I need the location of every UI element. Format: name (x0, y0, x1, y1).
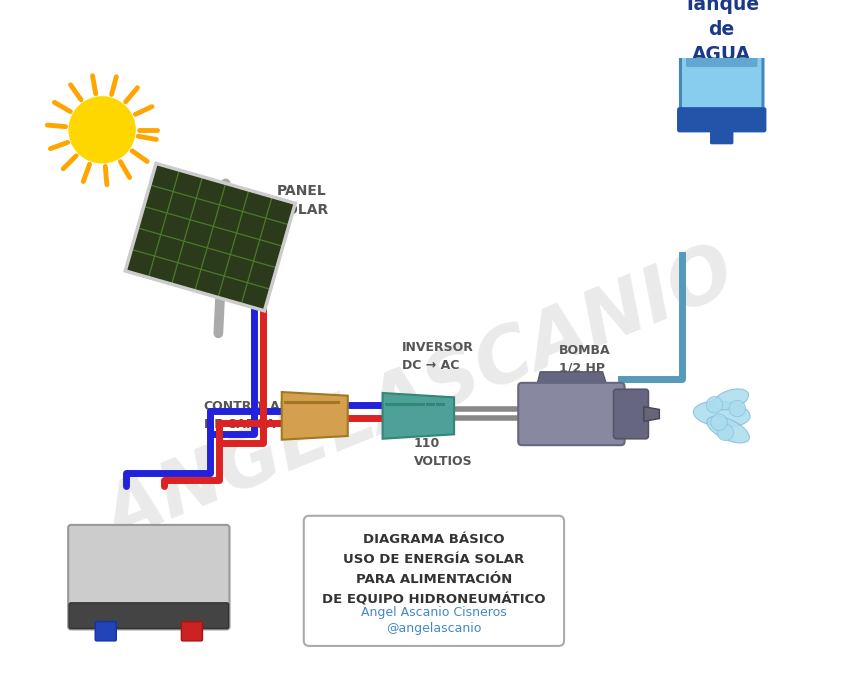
Text: 110
VOLTIOS: 110 VOLTIOS (413, 437, 472, 468)
FancyBboxPatch shape (304, 516, 564, 646)
Polygon shape (644, 407, 659, 421)
Ellipse shape (693, 401, 750, 427)
Ellipse shape (707, 416, 749, 443)
Circle shape (69, 97, 135, 163)
FancyBboxPatch shape (69, 603, 229, 629)
Text: Tanque
de
AGUA: Tanque de AGUA (683, 0, 759, 64)
FancyBboxPatch shape (68, 525, 230, 629)
Circle shape (711, 414, 728, 430)
FancyBboxPatch shape (181, 622, 203, 641)
Text: ANGELASCANIO: ANGELASCANIO (95, 237, 746, 558)
Circle shape (706, 397, 722, 413)
FancyBboxPatch shape (677, 108, 765, 132)
Text: @angelascanio: @angelascanio (387, 622, 482, 635)
FancyBboxPatch shape (711, 125, 733, 144)
Polygon shape (382, 393, 454, 439)
Polygon shape (125, 163, 295, 311)
FancyBboxPatch shape (681, 0, 763, 118)
Text: DE EQUIPO HIDRONEUMÁTICO: DE EQUIPO HIDRONEUMÁTICO (322, 594, 545, 607)
Text: PARA ALIMENTACIÓN: PARA ALIMENTACIÓN (356, 573, 512, 587)
Text: USO DE ENERGÍA SOLAR: USO DE ENERGÍA SOLAR (343, 553, 525, 566)
Circle shape (717, 424, 734, 440)
Polygon shape (281, 392, 348, 440)
FancyBboxPatch shape (519, 383, 625, 445)
FancyBboxPatch shape (686, 0, 758, 67)
Text: PANEL
SOLAR: PANEL SOLAR (276, 184, 329, 216)
FancyBboxPatch shape (614, 389, 648, 439)
Text: CONTROLADOR
DE CARGA: CONTROLADOR DE CARGA (204, 400, 311, 431)
Text: 12V: 12V (91, 539, 206, 592)
Ellipse shape (713, 389, 748, 410)
Polygon shape (537, 372, 608, 386)
Text: DIAGRAMA BÁSICO: DIAGRAMA BÁSICO (363, 533, 505, 546)
Text: Angel Ascanio Cisneros: Angel Ascanio Cisneros (361, 606, 507, 620)
Text: BOMBA
1/2 HP: BOMBA 1/2 HP (558, 344, 610, 374)
Text: INVERSOR
DC → AC: INVERSOR DC → AC (402, 341, 474, 372)
FancyBboxPatch shape (95, 622, 117, 641)
Circle shape (729, 400, 746, 416)
